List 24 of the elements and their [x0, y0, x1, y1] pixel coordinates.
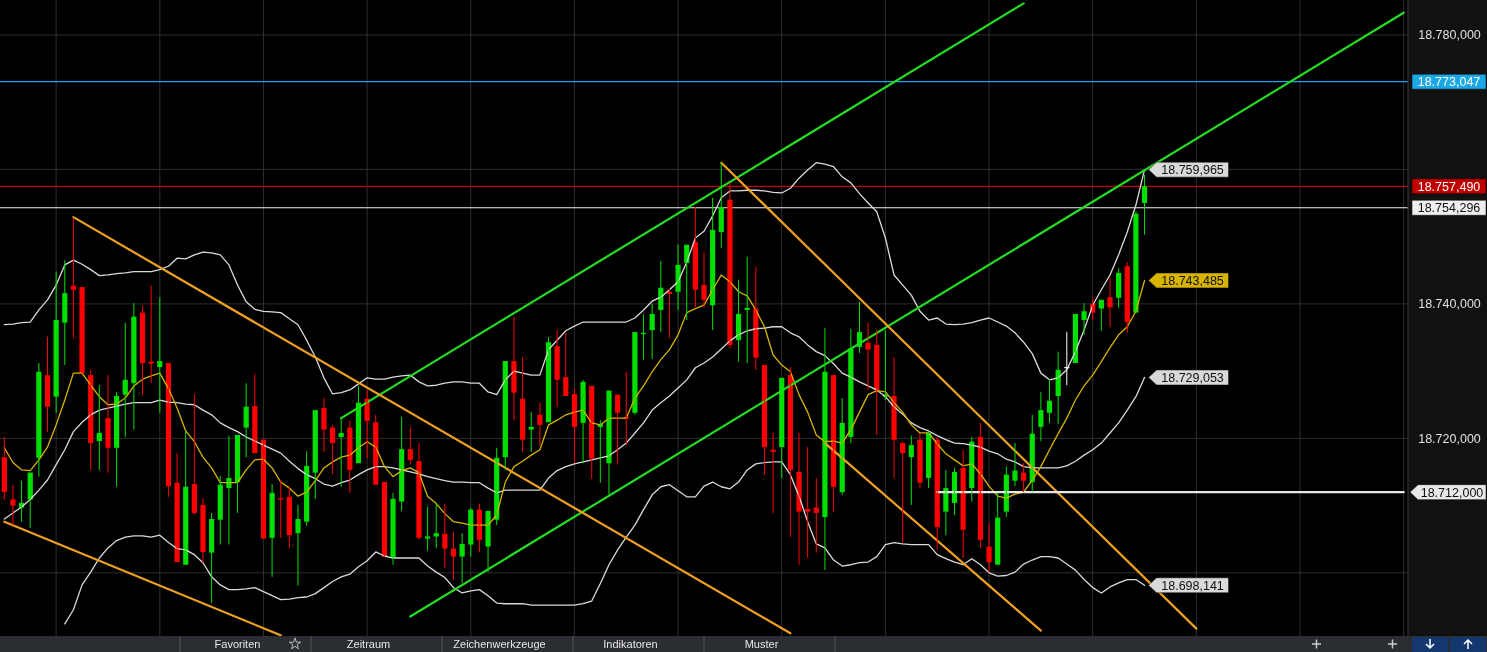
data-label: 18.759,965	[1161, 163, 1224, 178]
line-series	[64, 461, 1146, 625]
ref-line-label: 18.757,490	[1417, 179, 1481, 194]
ref-line-label: 18.773,047	[1417, 75, 1481, 90]
data-label: 18.712,000	[1420, 485, 1484, 500]
line-series	[3, 274, 1146, 526]
line-series	[3, 162, 1146, 396]
y-tick-label: 18.780,000	[1418, 28, 1481, 43]
text: Indikatoren	[603, 638, 658, 650]
data-label: 18.743,485	[1161, 273, 1224, 288]
text: Zeichenwerkzeuge	[453, 638, 546, 650]
text: Zeitraum	[346, 638, 391, 650]
line-series	[3, 326, 1146, 520]
data-label: 18.698,141	[1161, 578, 1224, 593]
candlestick	[260, 439, 267, 540]
ref-line-label: 18.754,296	[1417, 201, 1481, 216]
candlestick	[424, 506, 431, 552]
text: Muster	[744, 638, 779, 650]
text: Favoriten	[214, 638, 261, 650]
data-label: 18.729,053	[1161, 370, 1224, 385]
y-tick-label: 18.740,000	[1418, 297, 1481, 312]
y-tick-label: 18.720,000	[1418, 431, 1481, 446]
candlestick	[1072, 313, 1079, 364]
candlestick	[278, 479, 284, 539]
